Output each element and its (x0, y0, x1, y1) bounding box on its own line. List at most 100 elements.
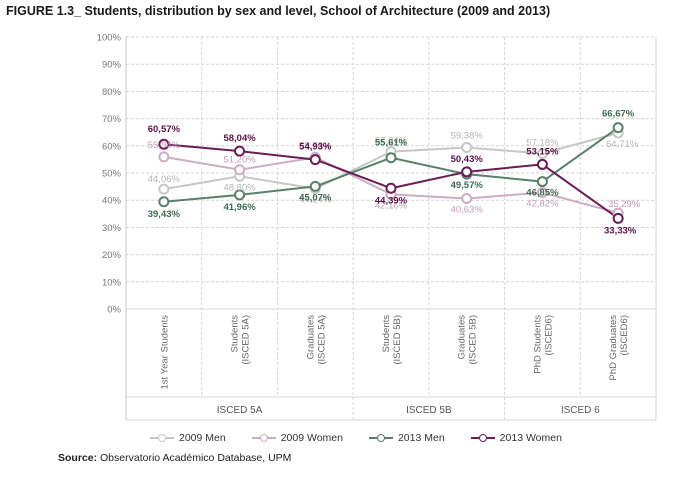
data-label-2009-women: 42,16% (375, 200, 408, 211)
data-label-2009-men: 44,24% (299, 195, 332, 206)
legend-item: 2013 Men (368, 432, 445, 444)
x-category-label-line: PhD Students (532, 315, 543, 374)
data-label-2009-women: 55,94% (148, 140, 181, 151)
data-point-2013-women (234, 145, 246, 157)
x-category-label: Graduates(ISCED 5A) (305, 315, 327, 365)
y-tick-label: 60% (102, 141, 122, 152)
figure-title: FIGURE 1.3_ Students, distribution by se… (6, 4, 551, 18)
x-category-label: PhD Graduates(ISCED6) (608, 315, 630, 381)
legend-item: 2009 Men (150, 432, 226, 444)
x-category-label-line: (ISCED6) (543, 315, 554, 356)
legend-label: 2013 Women (499, 432, 562, 444)
data-label-2009-men: 44,06% (148, 174, 181, 185)
data-label-2013-women: 60,57% (148, 124, 181, 135)
data-point-2009-men (536, 147, 548, 159)
y-tick-label: 40% (102, 196, 122, 207)
data-point-2013-women (309, 154, 321, 166)
data-label-2013-women: 58,04% (223, 133, 256, 144)
data-point-2013-men (612, 122, 624, 134)
x-category-label-line: 1st Year Students (159, 315, 170, 390)
y-tick-label: 50% (102, 169, 122, 180)
data-point-2013-men (158, 196, 170, 208)
x-category-label-line: Graduates (457, 315, 468, 360)
data-point-2009-women (536, 187, 548, 199)
data-label-2009-women: 42,82% (526, 199, 559, 210)
data-point-2009-women (234, 164, 246, 176)
data-label-2009-men: 57,18% (526, 137, 559, 148)
data-label-2009-men: 57,84% (375, 136, 408, 147)
data-label-2009-women: 51,20% (223, 155, 256, 166)
data-label-2009-women: 35,29% (608, 199, 641, 210)
data-point-2009-women (461, 192, 473, 204)
legend-swatch (251, 433, 276, 443)
data-label-2013-men: 46,85% (526, 188, 559, 199)
data-label-2013-women: 54,93% (299, 142, 332, 153)
data-label-2013-women: 53,15% (526, 146, 559, 157)
y-tick-label: 100% (97, 33, 122, 44)
y-tick-label: 10% (102, 277, 122, 288)
y-tick-label: 90% (102, 60, 122, 71)
x-category-label-line: Students (230, 315, 241, 353)
legend-swatch (470, 433, 495, 443)
source-note: Source: Observatorio Académico Database,… (58, 452, 291, 464)
data-label-2013-men: 39,43% (148, 209, 181, 220)
x-category-label-line: (ISCED 5A) (316, 315, 327, 365)
data-label-2013-women: 44,39% (375, 195, 408, 206)
x-category-label-line: (ISCED6) (619, 315, 630, 356)
x-category-label-line: (ISCED 5B) (468, 315, 479, 365)
data-point-2013-men (234, 189, 246, 201)
data-point-2009-men (158, 183, 170, 195)
legend-item: 2009 Women (251, 432, 343, 444)
x-group-label: ISCED 5A (217, 405, 263, 416)
data-label-2009-women: 55,76% (299, 140, 332, 151)
data-label-2009-women: 40,63% (451, 204, 484, 215)
data-label-2013-men: 41,96% (223, 202, 256, 213)
x-category-label: Graduates(ISCED 5B) (457, 315, 479, 365)
data-label-2009-men: 48,80% (223, 182, 256, 193)
y-tick-label: 30% (102, 223, 122, 234)
y-tick-label: 80% (102, 87, 122, 98)
data-label-2009-men: 59,38% (451, 130, 484, 141)
legend-swatch (368, 433, 393, 443)
legend-label: 2009 Men (179, 432, 226, 444)
data-point-2013-women (461, 166, 473, 178)
x-group-label: ISCED 6 (561, 405, 600, 416)
data-point-2013-men (309, 180, 321, 192)
data-label-2013-men: 49,57% (451, 180, 484, 191)
x-category-label: Students(ISCED 5B) (381, 315, 403, 365)
x-group-label: ISCED 5B (406, 405, 452, 416)
source-label: Source: (58, 452, 98, 464)
data-label-2013-women: 33,33% (604, 225, 637, 236)
data-label-2009-men: 64,71% (606, 139, 639, 150)
data-point-2013-women (158, 138, 170, 150)
data-point-2013-men (385, 152, 397, 164)
data-point-2013-women (612, 212, 624, 224)
y-tick-label: 0% (107, 305, 121, 316)
x-category-label-line: (ISCED 5B) (392, 315, 403, 365)
x-category-label: Students(ISCED 5A) (230, 315, 252, 365)
legend-item: 2013 Women (470, 432, 562, 444)
chart-legend: 2009 Men 2009 Women 2013 Men 2013 Women (150, 432, 562, 444)
data-point-2009-women (158, 151, 170, 163)
legend-label: 2009 Women (280, 432, 343, 444)
x-category-label-line: PhD Graduates (608, 315, 619, 381)
data-point-2013-men (536, 176, 548, 188)
data-point-2013-women (385, 182, 397, 194)
legend-label: 2013 Men (397, 432, 445, 444)
data-point-2009-men (461, 141, 473, 153)
source-text: Observatorio Académico Database, UPM (97, 452, 292, 464)
data-label-2013-men: 45,07% (299, 192, 332, 203)
x-category-label-line: Students (381, 315, 392, 353)
x-category-label: 1st Year Students (159, 315, 170, 390)
data-label-2013-men: 55,61% (375, 138, 408, 149)
x-category-label: PhD Students(ISCED6) (532, 315, 554, 374)
y-tick-label: 20% (102, 250, 122, 261)
data-point-2013-women (536, 158, 548, 170)
x-category-label-line: (ISCED 5A) (241, 315, 252, 365)
data-label-2013-women: 50,43% (451, 154, 484, 165)
y-tick-label: 70% (102, 114, 122, 125)
legend-swatch (150, 433, 174, 443)
x-category-label-line: Graduates (305, 315, 316, 360)
data-label-2013-men: 66,67% (602, 109, 635, 120)
